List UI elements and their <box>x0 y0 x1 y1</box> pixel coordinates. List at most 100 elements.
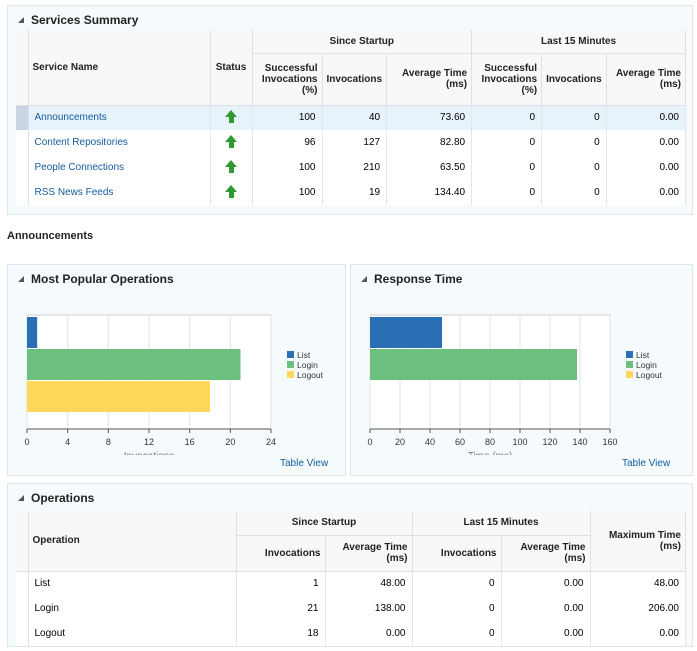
group-last-15-minutes: Last 15 Minutes <box>471 30 686 54</box>
popular-operations-panel: Most Popular Operations 0 4 8 12 16 20 24 Invoc… <box>7 264 346 476</box>
col-average-time[interactable]: Average Time (ms) <box>386 53 473 106</box>
cell: 73.60 <box>386 105 473 130</box>
bar-logout <box>27 381 210 412</box>
services-summary-panel: Services Summary Service Name Status Sin… <box>7 5 693 215</box>
table-row[interactable]: Announcements 100 40 73.60 0 0 0.00 <box>16 105 687 130</box>
col-invocations-15[interactable]: Invocations <box>412 535 502 572</box>
row-selector[interactable] <box>16 621 29 646</box>
section-label: Announcements <box>7 230 94 242</box>
cell: 19 <box>322 180 388 205</box>
table-view-link[interactable]: Table View <box>280 458 329 469</box>
row-header-corner <box>16 30 29 106</box>
collapse-triangle-icon[interactable] <box>18 495 24 501</box>
col-average-time-15[interactable]: Average Time (ms) <box>606 53 687 106</box>
cell: 0.00 <box>606 130 687 155</box>
bar-list <box>370 317 442 348</box>
x-tick-label: 40 <box>425 437 435 447</box>
row-selector[interactable] <box>16 130 29 155</box>
legend-swatch <box>626 351 633 358</box>
status-cell <box>210 180 253 205</box>
up-arrow-icon <box>224 184 238 198</box>
cell: 0.00 <box>325 621 413 646</box>
bar-login <box>27 349 241 380</box>
table-row[interactable]: Content Repositories 96 127 82.80 0 0 0.… <box>16 130 687 155</box>
col-operation[interactable]: Operation <box>28 511 237 572</box>
operation-name: List <box>28 571 237 596</box>
service-link[interactable]: People Connections <box>28 155 211 180</box>
col-invocations[interactable]: Invocations <box>236 535 326 572</box>
row-selector[interactable] <box>16 180 29 205</box>
status-cell <box>210 155 253 180</box>
services-table: Service Name Status Since Startup Last 1… <box>16 30 687 205</box>
x-tick-label: 80 <box>485 437 495 447</box>
row-selector[interactable] <box>16 596 29 621</box>
col-service-name[interactable]: Service Name <box>28 30 211 106</box>
service-link[interactable]: Announcements <box>28 105 211 130</box>
service-link[interactable]: Content Repositories <box>28 130 211 155</box>
status-cell <box>210 105 253 130</box>
row-selector[interactable] <box>16 155 29 180</box>
cell: 138.00 <box>325 596 413 621</box>
collapse-triangle-icon[interactable] <box>361 276 367 282</box>
response-time-chart: 0 20 40 60 80 100 120 140 160 Time (ms) ListLoginL… <box>351 295 694 455</box>
services-summary-header[interactable]: Services Summary <box>8 6 692 34</box>
col-invocations[interactable]: Invocations <box>322 53 388 106</box>
x-tick-label: 4 <box>65 437 70 447</box>
bar-login <box>370 349 577 380</box>
col-average-time-15[interactable]: Average Time (ms) <box>501 535 591 572</box>
table-row[interactable]: RSS News Feeds 100 19 134.40 0 0 0.00 <box>16 180 687 205</box>
x-tick-label: 140 <box>572 437 587 447</box>
cell: 0 <box>471 130 543 155</box>
cell: 0 <box>412 596 502 621</box>
x-tick-label: 60 <box>455 437 465 447</box>
legend-label: Logout <box>297 370 324 380</box>
row-selector[interactable] <box>16 571 29 596</box>
service-link[interactable]: RSS News Feeds <box>28 180 211 205</box>
group-since-startup: Since Startup <box>252 30 473 54</box>
chart-svg: 0 20 40 60 80 100 120 140 160 Time (ms) ListLoginL… <box>367 314 663 455</box>
legend-label: Logout <box>636 370 663 380</box>
popular-operations-header[interactable]: Most Popular Operations <box>8 265 345 293</box>
legend-swatch <box>287 361 294 368</box>
cell: 0.00 <box>501 596 591 621</box>
col-average-time[interactable]: Average Time (ms) <box>325 535 413 572</box>
x-tick-label: 12 <box>144 437 154 447</box>
collapse-triangle-icon[interactable] <box>18 17 24 23</box>
table-row[interactable]: Logout 18 0.00 0 0.00 0.00 <box>16 621 686 646</box>
cell: 100 <box>252 180 323 205</box>
cell: 40 <box>322 105 388 130</box>
panel-title: Response Time <box>374 272 463 286</box>
cell: 100 <box>252 155 323 180</box>
cell: 0 <box>541 130 607 155</box>
response-time-header[interactable]: Response Time <box>351 265 692 293</box>
col-invocations-15[interactable]: Invocations <box>541 53 607 106</box>
up-arrow-icon <box>224 134 238 148</box>
operations-header[interactable]: Operations <box>8 484 692 512</box>
response-time-panel: Response Time 0 20 40 60 80 100 120 140 160 Time … <box>350 264 693 476</box>
cell: 0.00 <box>590 621 686 646</box>
table-view-link[interactable]: Table View <box>622 458 671 469</box>
cell: 96 <box>252 130 323 155</box>
legend-swatch <box>287 371 294 378</box>
operation-name: Logout <box>28 621 237 646</box>
x-axis-label: Time (ms) <box>468 451 513 455</box>
col-status[interactable]: Status <box>210 30 253 106</box>
legend-swatch <box>626 371 633 378</box>
row-selector[interactable] <box>16 105 29 130</box>
legend-swatch <box>626 361 633 368</box>
table-row[interactable]: List 1 48.00 0 0.00 48.00 <box>16 571 686 596</box>
cell: 0 <box>541 105 607 130</box>
collapse-triangle-icon[interactable] <box>18 276 24 282</box>
col-successful-15[interactable]: Successful Invocations (%) <box>471 53 543 106</box>
col-maximum-time[interactable]: Maximum Time (ms) <box>590 511 686 572</box>
table-row[interactable]: People Connections 100 210 63.50 0 0 0.0… <box>16 155 687 180</box>
up-arrow-icon <box>224 109 238 123</box>
cell: 127 <box>322 130 388 155</box>
table-row[interactable]: Login 21 138.00 0 0.00 206.00 <box>16 596 686 621</box>
legend-swatch <box>287 351 294 358</box>
x-tick-label: 20 <box>225 437 235 447</box>
legend-label: Login <box>297 360 318 370</box>
legend-label: List <box>297 350 311 360</box>
col-successful[interactable]: Successful Invocations (%) <box>252 53 323 106</box>
